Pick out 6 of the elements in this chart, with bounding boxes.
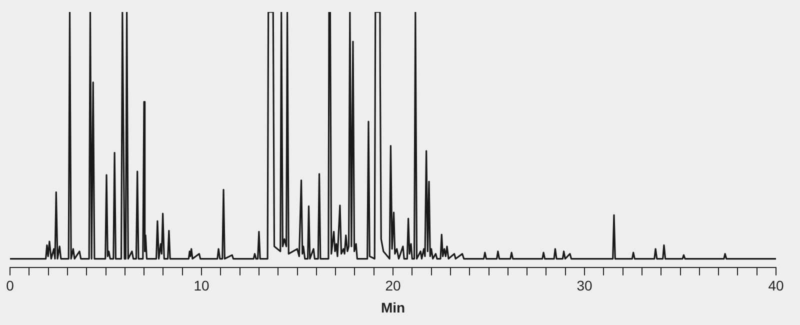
x-tick-label: 20 <box>385 278 401 294</box>
x-tick-label: 0 <box>6 278 14 294</box>
x-tick-label: 10 <box>194 278 210 294</box>
x-axis-title: Min <box>380 299 406 316</box>
x-tick-label: 30 <box>576 278 592 294</box>
x-tick-label: 40 <box>768 278 784 294</box>
